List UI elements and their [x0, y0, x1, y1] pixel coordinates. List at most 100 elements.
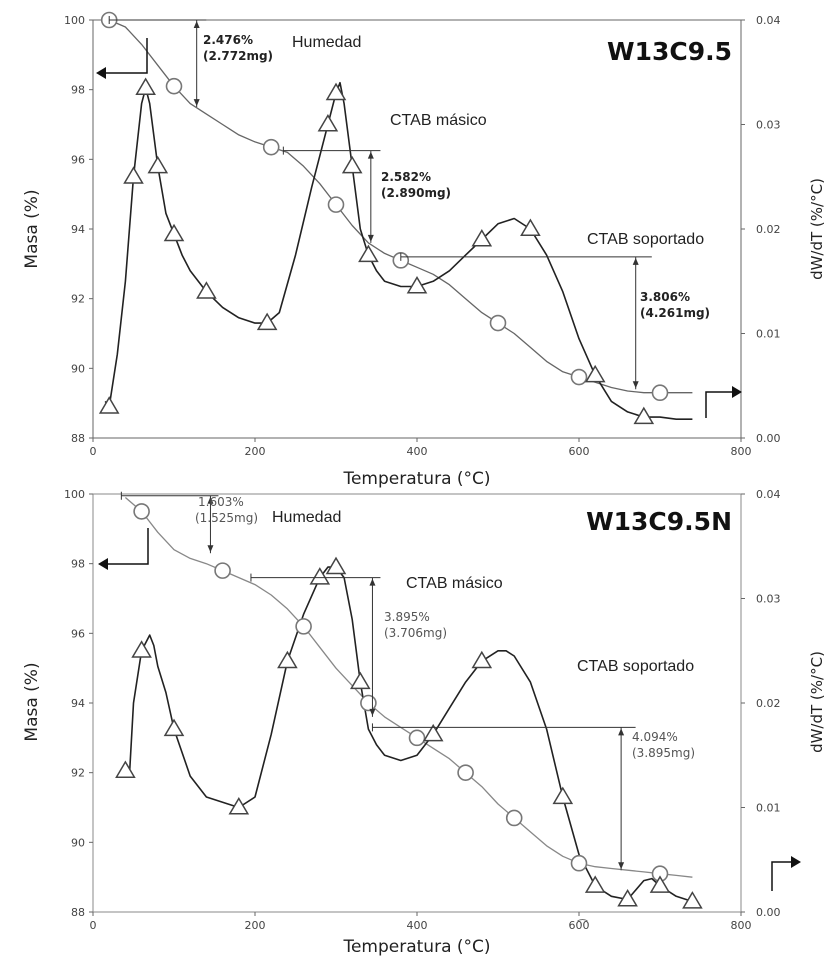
mass-marker	[505, 809, 523, 827]
y2-axis-title: dW/dT (%/°C)	[808, 178, 826, 280]
chart-title: W13C9.5N	[586, 507, 732, 536]
y-tick-label: 100	[64, 14, 85, 27]
left-axis-arrowhead	[96, 67, 106, 79]
mass-marker	[570, 368, 588, 386]
y2-tick-label: 0.04	[756, 14, 781, 27]
derivative-marker	[196, 281, 217, 299]
y-tick-labels: 88 90 92 94 96 98 100	[64, 14, 93, 445]
soportado-mass: (3.895mg)	[632, 746, 695, 760]
step-arrowhead-bottom	[632, 381, 639, 389]
step-arrowhead-bottom	[618, 862, 625, 870]
step-arrowhead-top	[207, 496, 214, 504]
mass-marker	[457, 764, 474, 781]
x-tick-labels: 0 200 400 60͡0 800	[90, 912, 752, 932]
derivative-marker	[131, 640, 152, 658]
region-label-ctab-masico: CTAB másico	[390, 112, 487, 129]
region-label-ctab-soportado: CTAB soportado	[587, 231, 704, 248]
left-axis-arrow	[104, 38, 148, 74]
series-lines	[104, 19, 693, 420]
y2-tick-labels: 0.00 0.01 0.02 0.03 0.04	[741, 488, 781, 919]
derivative-marker	[584, 875, 606, 893]
y-tick-label: 90	[71, 836, 85, 849]
plot-frame	[92, 493, 742, 913]
derivative-marker	[228, 797, 250, 815]
right-axis-arrowhead	[791, 856, 801, 868]
mass-curve	[124, 497, 693, 878]
mass-marker	[408, 729, 426, 747]
step-arrowhead-top	[367, 151, 374, 159]
y-tick-label: 96	[71, 153, 85, 166]
y-tick-label: 92	[71, 767, 85, 780]
x-tick-label: 200	[245, 919, 266, 932]
x-tick-label: 800	[731, 919, 752, 932]
y2-tick-label: 0.04	[756, 488, 781, 501]
derivative-marker	[256, 312, 278, 331]
derivative-marker	[341, 155, 363, 174]
x-tick-label: 0	[90, 919, 97, 932]
mass-marker	[489, 314, 507, 332]
masico-percent: 3.895%	[384, 610, 430, 624]
y-tick-label: 94	[71, 223, 85, 236]
mass-marker	[262, 138, 280, 156]
mass-marker	[327, 196, 345, 213]
x-tick-labels: 0 200 400 600 800	[90, 438, 752, 458]
series-lines	[124, 497, 693, 903]
x-tick-label: 400	[407, 919, 428, 932]
derivative-marker	[317, 114, 339, 132]
derivative-marker	[633, 406, 655, 425]
humedad-percent: 2.476%	[203, 33, 253, 47]
derivative-marker	[325, 556, 347, 575]
y-tick-label: 96	[71, 627, 85, 640]
annotation-lines	[120, 491, 636, 871]
left-axis-arrow	[106, 528, 149, 565]
step-arrowhead-top	[193, 21, 200, 28]
derivative-marker	[309, 567, 331, 585]
x-tick-label: 60͡0	[569, 919, 590, 932]
y-tick-label: 100	[64, 488, 85, 501]
plot-frame	[92, 19, 742, 439]
soportado-percent: 4.094%	[632, 730, 678, 744]
y-tick-label: 94	[71, 697, 85, 710]
derivative-marker	[471, 228, 493, 247]
chart-title: W13C9.5	[607, 37, 732, 66]
step-arrowhead-top	[632, 257, 639, 265]
mass-marker	[165, 77, 183, 95]
y2-tick-label: 0.01	[756, 328, 781, 341]
step-arrowhead-bottom	[369, 708, 376, 716]
y2-tick-label: 0.03	[756, 119, 781, 132]
step-arrowhead-top	[618, 728, 625, 736]
humedad-mass: (1.525mg)	[195, 511, 258, 525]
y-tick-labels: 88 90 92 94 96 98 100	[64, 488, 93, 919]
x-axis-title: Temperatura (°C)	[342, 937, 490, 957]
y-tick-label: 90	[71, 362, 85, 375]
derivative-marker	[135, 77, 156, 95]
region-label-humedad: Humedad	[292, 34, 361, 51]
derivative-marker	[349, 671, 371, 690]
y2-axis-title: dW/dT (%/°C)	[808, 651, 826, 753]
step-arrowhead-bottom	[193, 99, 200, 107]
y2-tick-label: 0.01	[756, 802, 781, 815]
x-tick-label: 600	[569, 445, 590, 458]
derivative-marker	[115, 760, 136, 778]
masico-mass: (2.890mg)	[381, 186, 451, 200]
derivative-marker	[520, 218, 541, 237]
step-arrowhead-bottom	[207, 545, 214, 553]
derivative-marker	[163, 223, 185, 242]
derivative-marker	[617, 888, 638, 907]
soportado-percent: 3.806%	[640, 290, 690, 304]
right-axis-arrow	[771, 861, 794, 891]
region-label-ctab-masico: CTAB másico	[406, 575, 503, 592]
y-axis-title: Masa (%)	[22, 662, 42, 741]
series-markers	[115, 503, 703, 909]
y-tick-label: 92	[71, 293, 85, 306]
mass-marker	[360, 694, 377, 712]
mass-marker	[651, 384, 669, 402]
right-axis-arrow	[705, 391, 735, 418]
x-tick-label: 200	[245, 445, 266, 458]
y2-tick-label: 0.03	[756, 593, 781, 606]
y2-tick-label: 0.02	[756, 223, 781, 236]
series-markers	[98, 11, 669, 425]
x-tick-label: 0	[90, 445, 97, 458]
